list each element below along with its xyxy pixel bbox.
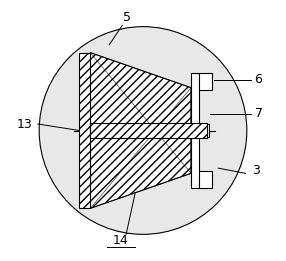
Text: 7: 7 — [255, 107, 263, 120]
Polygon shape — [80, 53, 90, 208]
Polygon shape — [199, 171, 212, 188]
Text: 14: 14 — [113, 234, 129, 247]
Polygon shape — [199, 73, 212, 90]
Circle shape — [39, 27, 247, 234]
Polygon shape — [90, 53, 191, 208]
Text: 13: 13 — [17, 117, 33, 130]
Polygon shape — [199, 124, 209, 137]
Text: 6: 6 — [255, 73, 263, 86]
Text: 3: 3 — [252, 164, 260, 177]
Polygon shape — [191, 73, 199, 188]
Polygon shape — [90, 123, 206, 138]
Text: 5: 5 — [124, 11, 132, 24]
